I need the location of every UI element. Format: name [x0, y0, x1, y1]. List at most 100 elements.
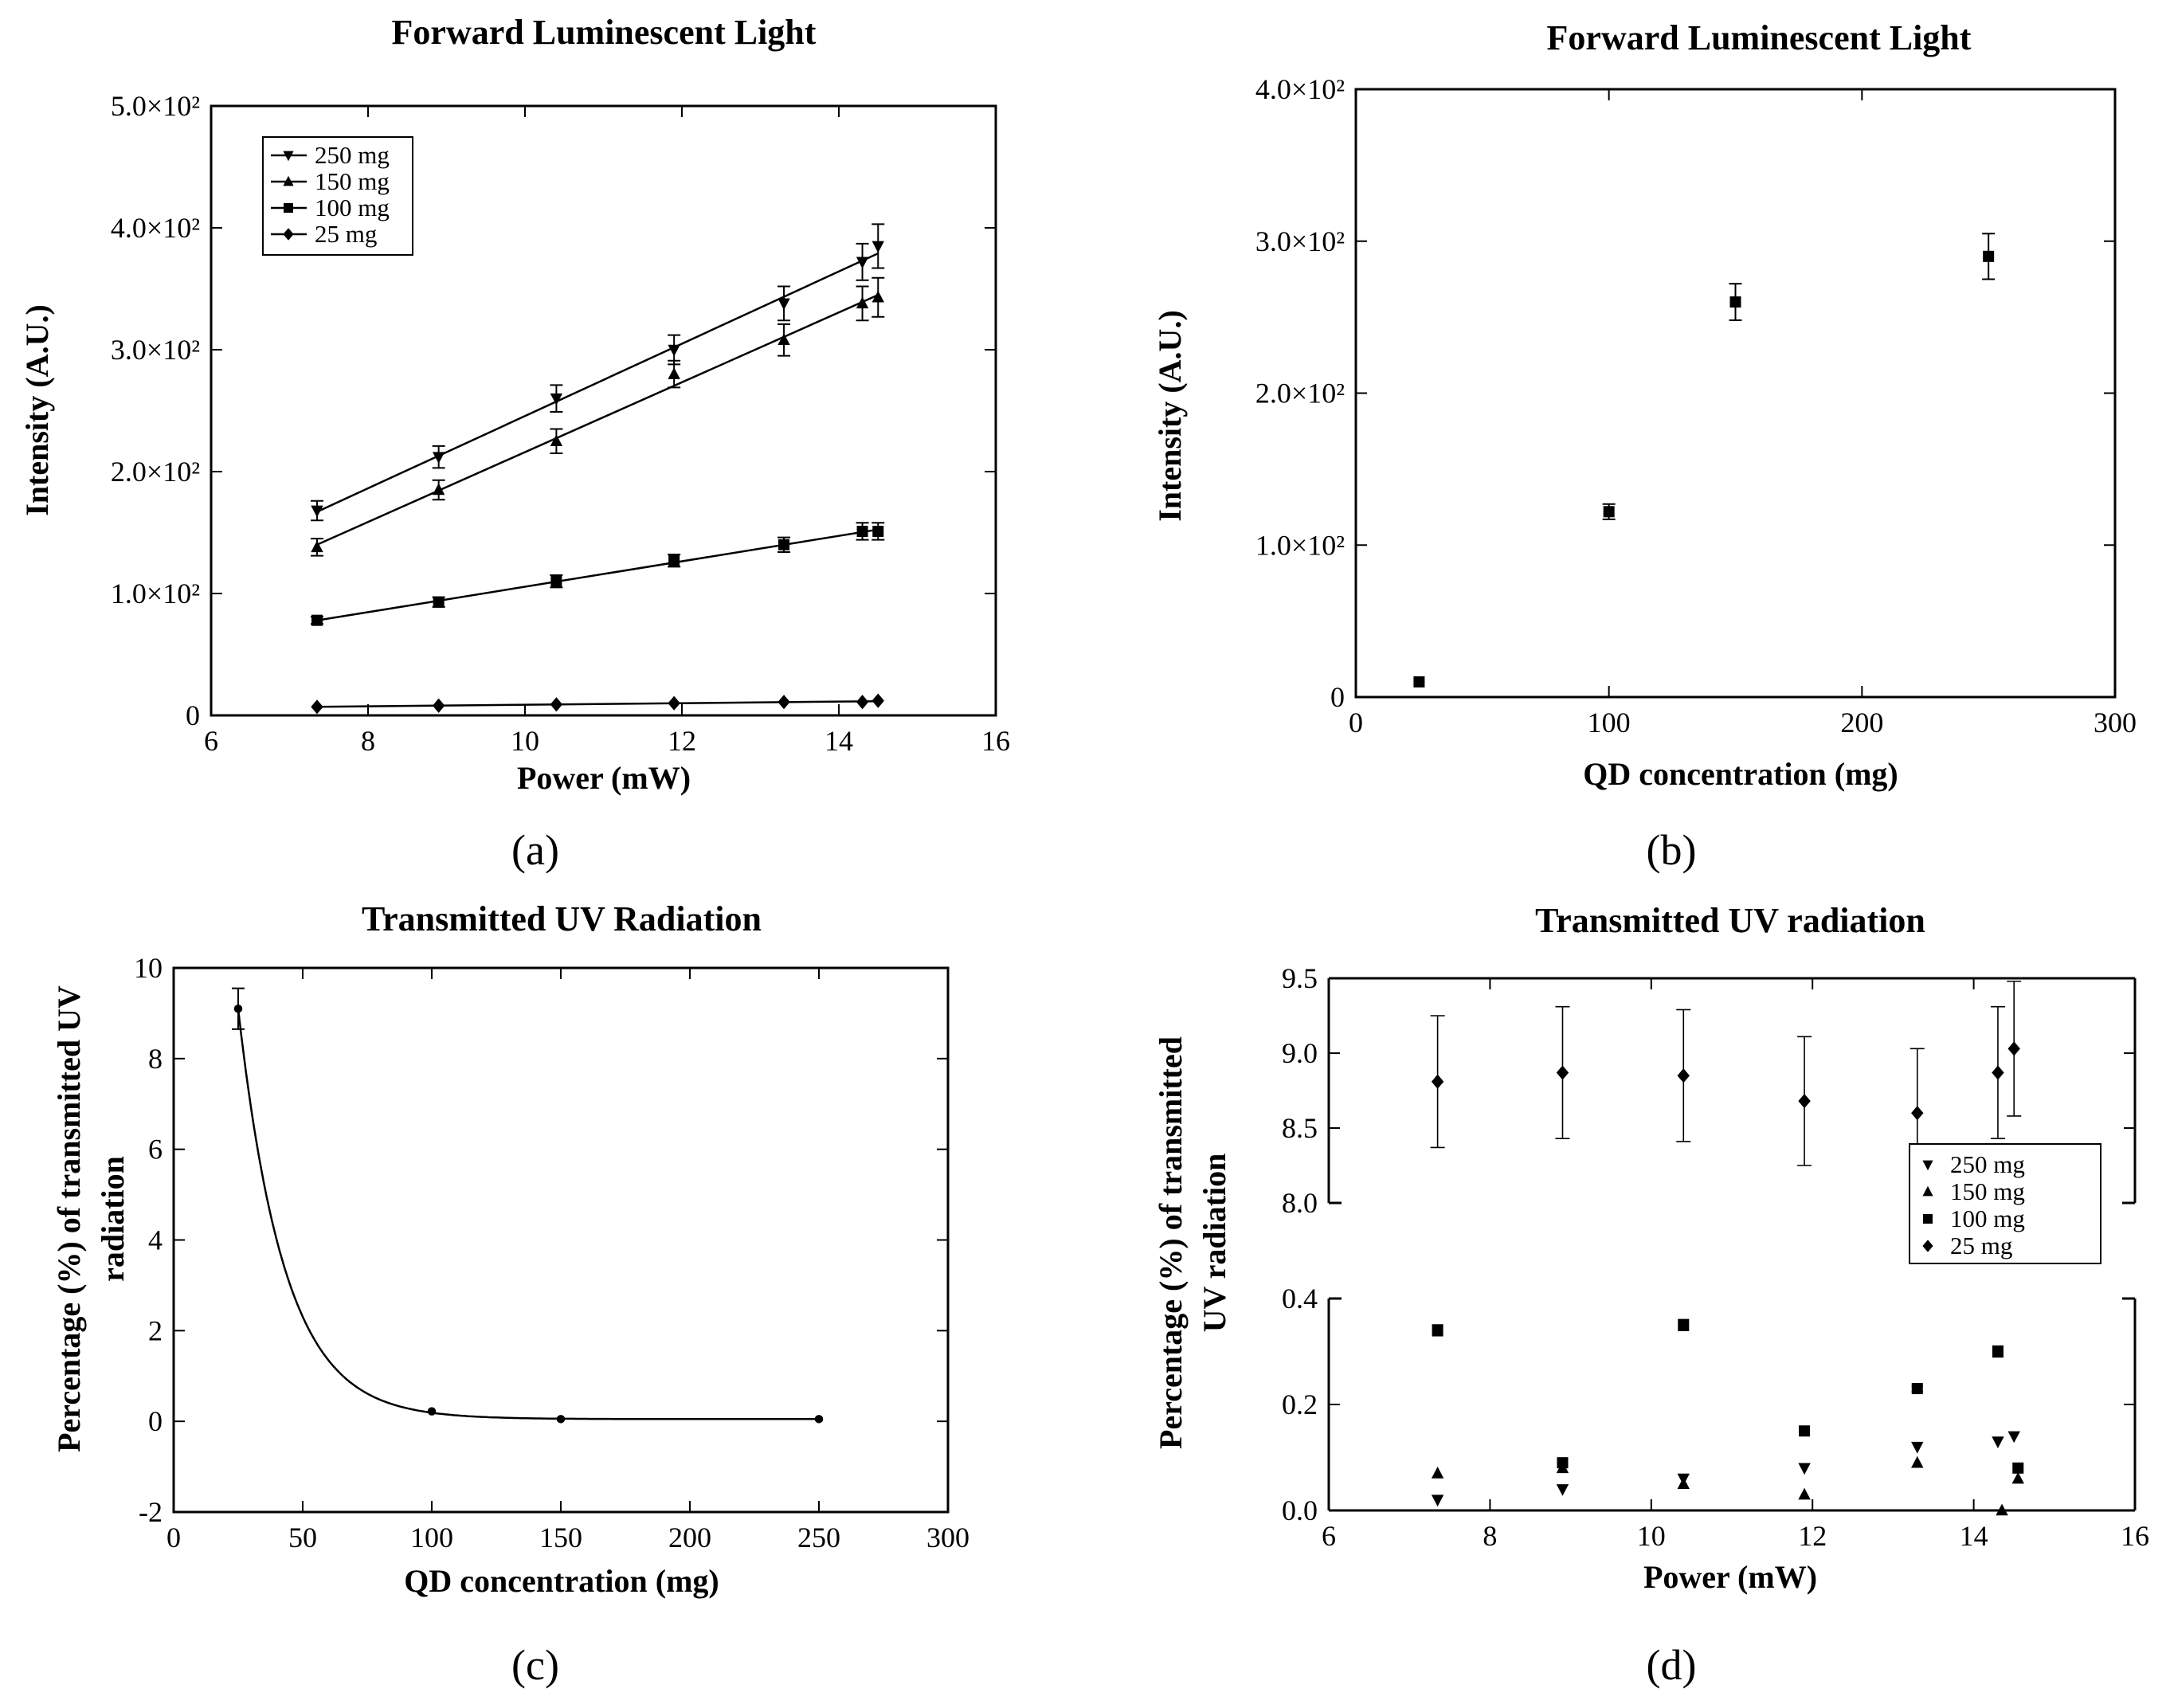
data-point — [1992, 1065, 2004, 1080]
x-tick-label: 14 — [825, 725, 853, 757]
x-tick-label: 6 — [1322, 1520, 1336, 1552]
data-point — [778, 539, 790, 550]
y-tick-label: 0.0 — [1282, 1494, 1318, 1526]
data-point — [1677, 1068, 1690, 1083]
data-point — [1413, 676, 1425, 688]
legend-label: 250 mg — [1950, 1150, 2025, 1178]
fit-line — [316, 252, 879, 513]
data-point — [1431, 1494, 1444, 1507]
data-point — [856, 257, 869, 269]
x-tick-label: 12 — [1798, 1520, 1827, 1552]
data-point — [1911, 1383, 1923, 1395]
y-tick-label: 1.0×10² — [111, 578, 200, 609]
x-tick-label: 150 — [539, 1522, 582, 1553]
y-tick-label: 6 — [148, 1134, 163, 1165]
data-point — [311, 540, 323, 553]
series-25-mg — [311, 693, 884, 715]
chart-title: Forward Luminescent Light — [1547, 18, 1972, 57]
data-point — [1992, 1436, 2004, 1448]
data-point — [2007, 1431, 2020, 1444]
plot-frame — [210, 104, 997, 717]
data-point — [1983, 250, 1995, 262]
series-intensity — [1413, 233, 1996, 688]
x-tick-label: 0 — [1349, 707, 1363, 738]
legend-label: 25 mg — [315, 220, 377, 248]
data-point — [1996, 1503, 2008, 1516]
data-point — [1432, 1324, 1443, 1336]
y-axis-label: Percentage (%) of transmitted UV — [51, 985, 87, 1452]
legend-label: 150 mg — [315, 167, 390, 195]
y-axis-label: Intensity (A.U.) — [1152, 310, 1188, 522]
x-axis-label: Power (mW) — [517, 760, 691, 796]
y-tick-label: 4 — [148, 1224, 163, 1256]
legend-marker — [1922, 1240, 1933, 1252]
y-tick-label: 0 — [186, 699, 200, 731]
data-point — [668, 367, 680, 379]
data-point — [550, 393, 563, 405]
plot-frame — [1354, 88, 2117, 699]
series-150-mg — [310, 276, 885, 557]
legend-marker — [283, 151, 294, 162]
data-point — [1799, 1425, 1811, 1437]
y-tick-label: 5.0×10² — [111, 90, 200, 122]
legend-label: 100 mg — [315, 194, 390, 221]
x-tick-label: 14 — [1960, 1520, 1988, 1552]
data-point — [668, 344, 680, 357]
data-point — [233, 1004, 243, 1013]
x-tick-label: 100 — [410, 1522, 453, 1553]
x-tick-label: 10 — [1637, 1520, 1666, 1552]
y-tick-label: 0 — [1330, 681, 1345, 713]
data-point — [1431, 1074, 1444, 1089]
chart-title: Transmitted UV Radiation — [362, 899, 762, 938]
y-axis-label: UV radiation — [1197, 1154, 1232, 1333]
data-point — [856, 695, 869, 710]
data-point — [856, 296, 869, 309]
data-point — [668, 554, 680, 566]
panel-label: (c) — [511, 1641, 559, 1689]
data-point — [872, 241, 884, 253]
data-point — [432, 452, 445, 464]
fit-line — [316, 699, 879, 708]
data-point — [1911, 1106, 1924, 1121]
data-point — [1603, 506, 1615, 518]
x-tick-label: 12 — [668, 725, 696, 757]
series-100-mg — [310, 522, 885, 626]
data-point — [1677, 1477, 1690, 1490]
data-point — [556, 1415, 566, 1424]
y-tick-label: 8.0 — [1282, 1187, 1318, 1219]
data-point — [872, 693, 884, 708]
y-tick-label: -2 — [139, 1496, 163, 1528]
series-150-mg — [1431, 1455, 2024, 1516]
x-tick-label: 10 — [511, 725, 539, 757]
x-tick-label: 6 — [204, 725, 218, 757]
data-point — [311, 699, 323, 715]
data-point — [2011, 1471, 2024, 1484]
fit-line — [316, 528, 879, 622]
x-tick-label: 300 — [926, 1522, 969, 1553]
x-tick-label: 50 — [288, 1522, 317, 1553]
x-axis-label: QD concentration (mg) — [1583, 756, 1898, 792]
chart-b: Forward Luminescent Light QD concentratio… — [1152, 18, 2137, 874]
data-point — [1556, 1065, 1569, 1080]
legend-label: 100 mg — [1950, 1205, 2025, 1232]
legend-box — [1909, 1143, 2101, 1264]
y-tick-label: 2.0×10² — [1255, 378, 1345, 409]
y-tick-label: 8.5 — [1282, 1112, 1318, 1144]
data-point — [1911, 1441, 1924, 1454]
legend-marker — [1922, 1185, 1933, 1197]
fit-line — [316, 294, 879, 546]
data-point — [433, 596, 445, 608]
legend-label: 25 mg — [1950, 1232, 2012, 1259]
chart-title: Forward Luminescent Light — [392, 13, 817, 52]
series-25-mg — [1430, 980, 2022, 1178]
data-point — [550, 575, 562, 587]
data-point — [1798, 1094, 1811, 1109]
y-tick-label: 2.0×10² — [111, 456, 200, 488]
chart-c: Transmitted UV Radiation QD concentration… — [51, 899, 969, 1689]
data-point — [1911, 1455, 1924, 1468]
series-250-mg — [1431, 1431, 2020, 1507]
y-tick-label: 3.0×10² — [1255, 225, 1345, 257]
data-point — [550, 434, 563, 447]
chart-d: Transmitted UV radiation Power (mW) Percen… — [1153, 901, 2149, 1689]
